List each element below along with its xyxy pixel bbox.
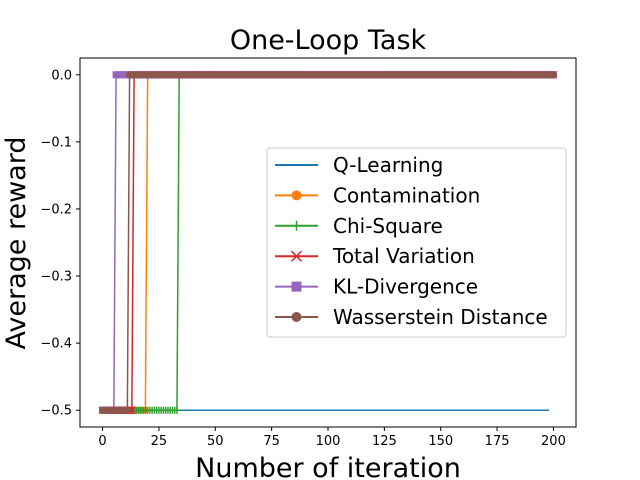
legend-label: Total Variation <box>332 244 475 268</box>
x-tick-label: 175 <box>485 434 510 449</box>
legend-item-chi-square: Chi-Square <box>275 214 443 238</box>
legend-marker <box>290 250 303 262</box>
data-point <box>173 406 181 414</box>
y-tick-label: −0.3 <box>40 270 72 285</box>
legend-marker <box>291 220 302 231</box>
legend-marker <box>291 190 302 201</box>
x-tick-label: 125 <box>372 434 397 449</box>
x-tick-label: 75 <box>263 434 280 449</box>
y-axis: 0.0 −0.1 −0.2 −0.3 −0.4 −0.5 <box>40 68 80 419</box>
data-point <box>123 406 131 414</box>
y-axis-label: Average reward <box>1 137 32 350</box>
legend-item-contamination: Contamination <box>275 183 480 207</box>
x-tick-label: 0 <box>98 434 106 449</box>
chart-title: One-Loop Task <box>230 25 427 56</box>
legend-label: Contamination <box>333 183 480 207</box>
y-tick-label: −0.5 <box>40 404 72 419</box>
x-tick-label: 25 <box>151 434 168 449</box>
y-tick-label: −0.4 <box>40 337 72 352</box>
legend-item-kl-divergence: KL-Divergence <box>275 275 478 299</box>
series-layer <box>98 70 558 415</box>
legend-box <box>266 147 567 338</box>
y-tick-label: −0.2 <box>40 202 72 217</box>
legend-label: KL-Divergence <box>333 275 478 299</box>
x-axis: 0 25 50 75 100 125 150 175 200 <box>98 427 566 449</box>
legend-label: Q-Learning <box>333 153 443 177</box>
legend-marker <box>291 312 302 322</box>
x-tick-label: 150 <box>428 434 453 449</box>
legend-label: Wasserstein Distance <box>333 305 548 329</box>
legend: Q-Learning Contamination Chi-Square Total V… <box>266 147 567 338</box>
y-tick-label: 0.0 <box>51 68 72 83</box>
y-tick-label: −0.1 <box>40 135 72 150</box>
legend-item-q-learning: Q-Learning <box>275 153 443 177</box>
legend-item-total-variation: Total Variation <box>275 244 475 268</box>
x-tick-label: 50 <box>207 434 224 449</box>
legend-item-wasserstein-distance: Wasserstein Distance <box>275 305 548 329</box>
data-point <box>549 71 557 79</box>
x-axis-label: Number of iteration <box>195 453 461 480</box>
legend-label: Chi-Square <box>333 214 443 238</box>
x-tick-label: 200 <box>541 434 566 449</box>
legend-marker <box>291 281 302 292</box>
series-wasserstein-distance <box>99 71 557 414</box>
x-tick-label: 100 <box>316 434 341 449</box>
